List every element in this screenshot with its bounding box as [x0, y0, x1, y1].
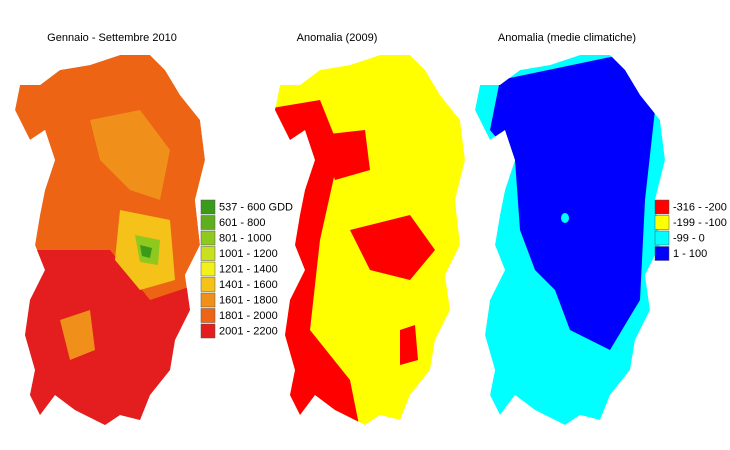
map-anomaly-2009 — [275, 55, 465, 425]
legend-swatch — [654, 215, 670, 230]
legend-label: 537 - 600 GDD — [219, 201, 293, 213]
legend-swatch — [654, 230, 670, 246]
legend-label: 1001 - 1200 — [219, 248, 278, 260]
legend-swatch — [200, 261, 216, 277]
legend-swatch — [654, 199, 670, 215]
legend-label: 801 - 1000 — [219, 232, 272, 244]
map-gdd — [15, 55, 205, 425]
legend-swatch — [200, 246, 216, 261]
legend-swatch — [200, 292, 216, 308]
legend-swatch — [200, 323, 216, 339]
legend: -316 - -200 -199 - -100 -99 - 0 1 - 100 — [654, 199, 727, 261]
legend-label: 2001 - 2200 — [219, 325, 278, 337]
map-title: Gennaio - Settembre 2010 — [47, 32, 177, 44]
map-title: Anomalia (2009) — [297, 32, 378, 44]
legend: 537 - 600 GDD 601 - 800 801 - 1000 1001 - 1… — [200, 199, 293, 339]
legend-label: -316 - -200 — [673, 201, 727, 213]
legend-label: 601 - 800 — [219, 217, 265, 229]
map-anomaly-climate — [475, 55, 665, 425]
legend-label: 1801 - 2000 — [219, 310, 278, 322]
legend-swatch — [654, 246, 670, 261]
legend-label: 1 - 100 — [673, 248, 707, 260]
legend-label: -99 - 0 — [673, 232, 705, 244]
legend-label: 1401 - 1600 — [219, 279, 278, 291]
legend-label: 1201 - 1400 — [219, 263, 278, 275]
legend-swatch — [200, 215, 216, 230]
legend-swatch — [200, 199, 216, 215]
legend-swatch — [200, 230, 216, 246]
legend-swatch — [200, 308, 216, 323]
legend-swatch — [200, 277, 216, 292]
map-title: Anomalia (medie climatiche) — [498, 32, 636, 44]
legend-label: 1601 - 1800 — [219, 294, 278, 306]
legend-label: -199 - -100 — [673, 217, 727, 229]
